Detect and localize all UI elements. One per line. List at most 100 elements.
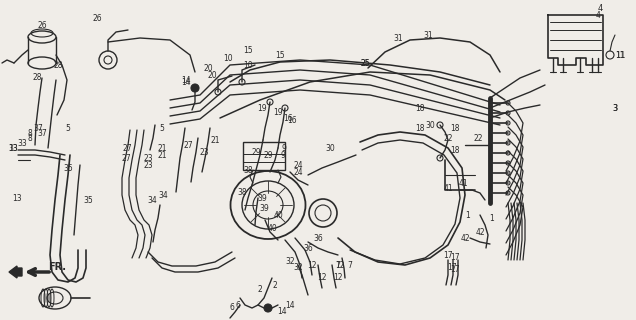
Text: 5: 5 xyxy=(66,124,71,132)
Text: 26: 26 xyxy=(92,13,102,22)
Text: 9: 9 xyxy=(282,143,286,153)
Text: 33: 33 xyxy=(8,143,18,153)
Text: 24: 24 xyxy=(293,167,303,177)
Text: 11: 11 xyxy=(615,51,625,60)
Text: 38: 38 xyxy=(237,188,247,196)
Text: 17: 17 xyxy=(450,266,460,275)
Text: 7: 7 xyxy=(347,260,352,269)
Text: 32: 32 xyxy=(285,258,295,267)
Text: 26: 26 xyxy=(37,20,47,29)
Text: 31: 31 xyxy=(393,34,403,43)
Text: 41: 41 xyxy=(443,183,453,193)
Text: 21: 21 xyxy=(157,150,167,159)
Text: 23: 23 xyxy=(143,154,153,163)
Text: 7: 7 xyxy=(336,260,340,269)
Text: 29: 29 xyxy=(263,150,273,159)
Text: 23: 23 xyxy=(143,161,153,170)
Text: 18: 18 xyxy=(450,146,460,155)
Text: 20: 20 xyxy=(203,63,213,73)
Text: 12: 12 xyxy=(335,260,345,269)
Text: 14: 14 xyxy=(181,77,191,86)
Text: 23: 23 xyxy=(199,148,209,156)
Text: 27: 27 xyxy=(183,140,193,149)
Text: 28: 28 xyxy=(32,73,42,82)
Text: 22: 22 xyxy=(443,133,453,142)
Text: 36: 36 xyxy=(303,244,313,252)
Text: 25: 25 xyxy=(360,59,370,68)
Text: 19: 19 xyxy=(257,103,267,113)
Text: 16: 16 xyxy=(287,116,297,124)
Text: 42: 42 xyxy=(475,228,485,236)
Text: 41: 41 xyxy=(458,179,468,188)
Text: 28: 28 xyxy=(53,60,63,69)
Text: 5: 5 xyxy=(160,124,165,132)
Text: 14: 14 xyxy=(277,308,287,316)
Text: 15: 15 xyxy=(243,45,253,54)
Text: 42: 42 xyxy=(460,234,470,243)
Text: 3: 3 xyxy=(612,103,618,113)
Text: 18: 18 xyxy=(450,124,460,132)
Text: 17: 17 xyxy=(443,251,453,260)
Text: 10: 10 xyxy=(243,60,253,69)
Text: 29: 29 xyxy=(251,148,261,156)
Text: 31: 31 xyxy=(423,30,433,39)
Text: 9: 9 xyxy=(280,150,286,159)
Text: 6: 6 xyxy=(235,300,240,309)
Text: 30: 30 xyxy=(325,143,335,153)
Text: 12: 12 xyxy=(333,274,343,283)
Text: 34: 34 xyxy=(147,196,157,204)
Text: 6: 6 xyxy=(230,303,235,313)
Text: 40: 40 xyxy=(267,223,277,233)
Text: 1: 1 xyxy=(466,211,471,220)
Text: 36: 36 xyxy=(313,234,323,243)
Text: 35: 35 xyxy=(63,164,73,172)
Text: 10: 10 xyxy=(223,53,233,62)
Text: 17: 17 xyxy=(450,253,460,262)
Text: 21: 21 xyxy=(157,143,167,153)
Text: 12: 12 xyxy=(317,274,327,283)
Text: 32: 32 xyxy=(293,263,303,273)
Text: 21: 21 xyxy=(211,135,220,145)
Text: FR.: FR. xyxy=(48,262,66,272)
Text: 2: 2 xyxy=(273,281,277,290)
Text: 24: 24 xyxy=(293,161,303,170)
Text: 22: 22 xyxy=(473,133,483,142)
FancyArrow shape xyxy=(9,266,22,278)
Text: 8: 8 xyxy=(27,129,32,138)
Text: 40: 40 xyxy=(273,211,283,220)
Text: 39: 39 xyxy=(259,204,269,212)
Text: 37: 37 xyxy=(37,129,47,138)
Text: 18: 18 xyxy=(415,103,425,113)
Bar xyxy=(243,142,285,170)
Text: 4: 4 xyxy=(595,11,600,20)
Text: 39: 39 xyxy=(257,194,267,203)
Text: 19: 19 xyxy=(273,108,283,116)
Text: 27: 27 xyxy=(122,143,132,153)
Text: 16: 16 xyxy=(283,114,293,123)
Text: 14: 14 xyxy=(285,300,295,309)
Text: 35: 35 xyxy=(83,196,93,204)
Text: 14: 14 xyxy=(181,76,191,84)
Text: 2: 2 xyxy=(258,285,263,294)
Text: 27: 27 xyxy=(121,154,131,163)
Text: 4: 4 xyxy=(597,4,603,12)
Text: 34: 34 xyxy=(158,190,168,199)
Circle shape xyxy=(191,84,199,92)
Text: 15: 15 xyxy=(275,51,285,60)
Text: 37: 37 xyxy=(33,124,43,132)
Text: 13: 13 xyxy=(8,143,18,153)
Text: 13: 13 xyxy=(12,194,22,203)
Text: 30: 30 xyxy=(425,121,435,130)
Text: 1: 1 xyxy=(490,213,494,222)
Text: 8: 8 xyxy=(27,133,32,142)
Text: 33: 33 xyxy=(17,139,27,148)
Text: 18: 18 xyxy=(415,124,425,132)
Text: 25: 25 xyxy=(360,59,370,68)
Text: 11: 11 xyxy=(615,51,625,60)
Circle shape xyxy=(264,304,272,312)
Text: 17: 17 xyxy=(447,263,457,273)
Text: 12: 12 xyxy=(307,260,317,269)
Text: 3: 3 xyxy=(612,103,618,113)
Text: 38: 38 xyxy=(243,165,253,174)
Text: 20: 20 xyxy=(207,70,217,79)
